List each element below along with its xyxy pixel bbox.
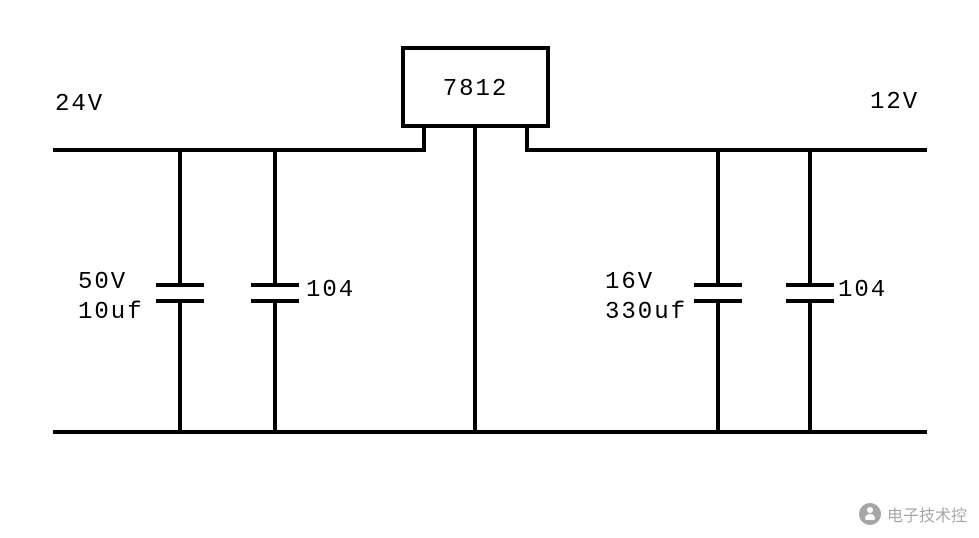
output-voltage-label: 12V bbox=[870, 89, 919, 116]
wechat-icon bbox=[859, 503, 881, 525]
cap-c1-label-1: 10uf bbox=[78, 299, 144, 326]
watermark: 电子技术控 bbox=[859, 502, 967, 526]
cap-c1-label-0: 50V bbox=[78, 269, 127, 296]
cap-c3-label-1: 330uf bbox=[605, 299, 687, 326]
watermark-text: 电子技术控 bbox=[887, 502, 967, 526]
cap-c3-label-0: 16V bbox=[605, 269, 654, 296]
cap-c4-label-0: 104 bbox=[838, 277, 887, 304]
circuit-diagram: 7812 24V 12V 50V 10uf 104 16V 330uf 104 bbox=[0, 0, 979, 538]
regulator-label: 7812 bbox=[443, 76, 509, 103]
input-voltage-label: 24V bbox=[55, 91, 104, 118]
cap-c2-label-0: 104 bbox=[306, 277, 355, 304]
